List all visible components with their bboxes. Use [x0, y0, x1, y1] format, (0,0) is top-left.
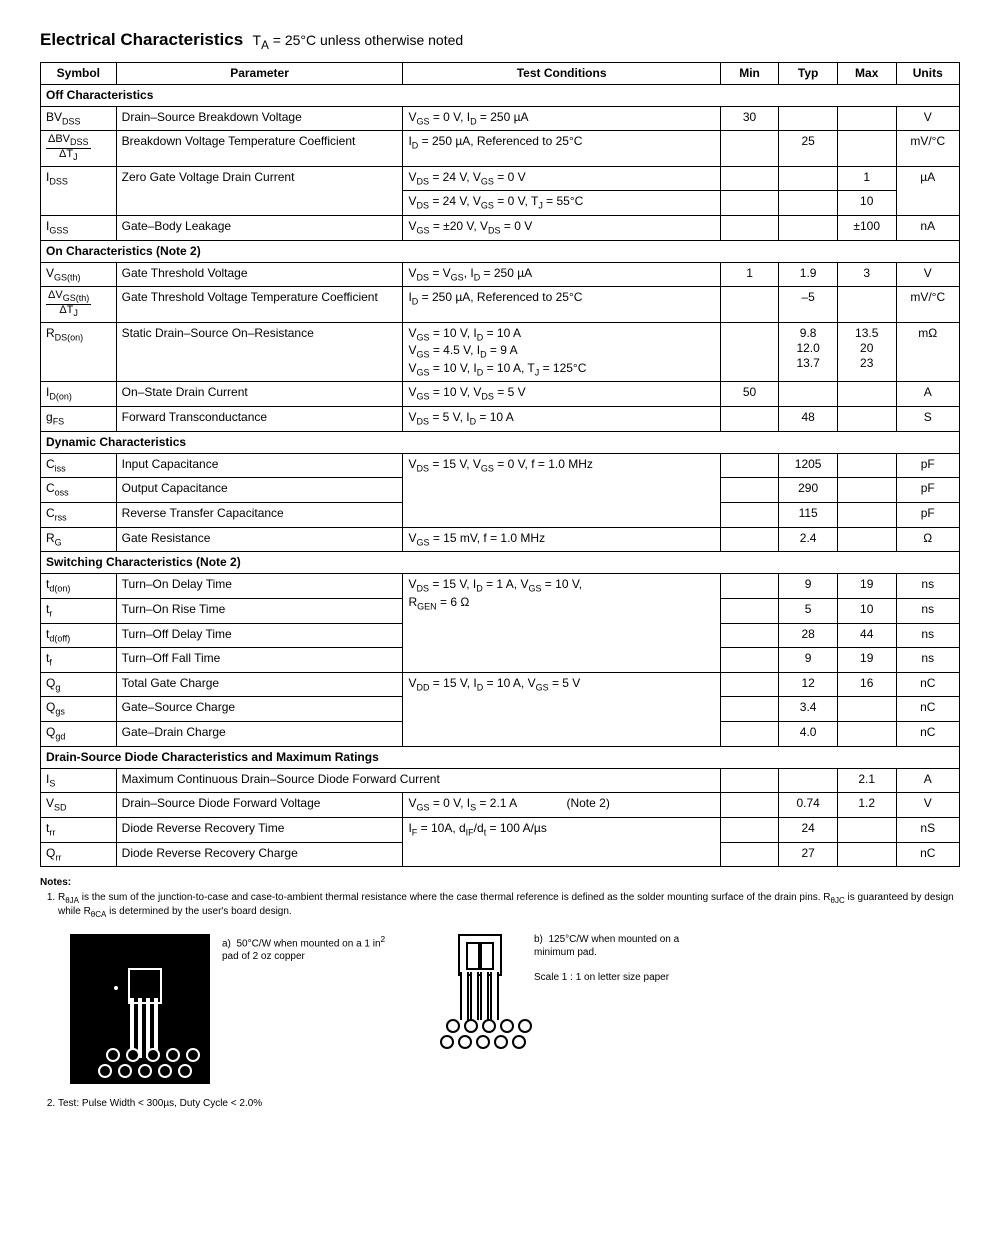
table-row: IGSSGate–Body LeakageVGS = ±20 V, VDS = …	[41, 215, 960, 240]
section-row: Switching Characteristics (Note 2)	[41, 552, 960, 574]
note-2: Test: Pulse Width < 300µs, Duty Cycle < …	[58, 1098, 960, 1111]
table-row: ID(on)On–State Drain CurrentVGS = 10 V, …	[41, 382, 960, 407]
table-row: gFSForward TransconductanceVDS = 5 V, ID…	[41, 407, 960, 432]
table-row: trrDiode Reverse Recovery TimeIF = 10A, …	[41, 818, 960, 843]
note-1: RθJA is the sum of the junction-to-case …	[58, 892, 960, 920]
section-row: Drain-Source Diode Characteristics and M…	[41, 746, 960, 768]
th-units: Units	[896, 62, 960, 84]
section-row: Dynamic Characteristics	[41, 431, 960, 453]
table-row: IDSSZero Gate Voltage Drain CurrentVDS =…	[41, 166, 960, 191]
electrical-characteristics-table: Symbol Parameter Test Conditions Min Typ…	[40, 62, 960, 868]
table-row: td(on)Turn–On Delay TimeVDS = 15 V, ID =…	[41, 574, 960, 599]
section-row: On Characteristics (Note 2)	[41, 240, 960, 262]
table-row: VGS(th)Gate Threshold VoltageVDS = VGS, …	[41, 262, 960, 287]
th-parameter: Parameter	[116, 62, 403, 84]
table-row: RGGate ResistanceVGS = 15 mV, f = 1.0 MH…	[41, 527, 960, 552]
footprint-a-caption: a) 50°C/W when mounted on a 1 in2 pad of…	[222, 934, 392, 963]
table-row: BVDSSDrain–Source Breakdown VoltageVGS =…	[41, 106, 960, 131]
th-symbol: Symbol	[41, 62, 117, 84]
table-header: Symbol Parameter Test Conditions Min Typ…	[41, 62, 960, 84]
th-typ: Typ	[779, 62, 838, 84]
table-row: QgTotal Gate ChargeVDD = 15 V, ID = 10 A…	[41, 672, 960, 697]
notes-list: RθJA is the sum of the junction-to-case …	[40, 892, 960, 920]
footprint-a-icon	[70, 934, 210, 1084]
note-2-line: Test: Pulse Width < 300µs, Duty Cycle < …	[40, 1098, 960, 1111]
footprint-b-caption: b) 125°C/W when mounted on a minimum pad…	[534, 934, 704, 984]
title-condition: TA = 25°C unless otherwise noted	[253, 32, 464, 48]
table-row: ΔVGS(th)ΔTJGate Threshold Voltage Temper…	[41, 287, 960, 322]
footprint-figures: a) 50°C/W when mounted on a 1 in2 pad of…	[70, 934, 960, 1084]
table-row: RDS(on)Static Drain–Source On–Resistance…	[41, 322, 960, 382]
page-title: Electrical Characteristics	[40, 30, 243, 49]
th-conditions: Test Conditions	[403, 62, 720, 84]
section-row: Off Characteristics	[41, 84, 960, 106]
notes-section: Notes: RθJA is the sum of the junction-t…	[40, 877, 960, 920]
notes-header: Notes:	[40, 877, 960, 888]
th-max: Max	[837, 62, 896, 84]
footprint-b-icon	[432, 934, 522, 1049]
table-row: CissInput CapacitanceVDS = 15 V, VGS = 0…	[41, 453, 960, 478]
table-row: ΔBVDSSΔTJBreakdown Voltage Temperature C…	[41, 131, 960, 166]
th-min: Min	[720, 62, 779, 84]
table-row: VSDDrain–Source Diode Forward VoltageVGS…	[41, 793, 960, 818]
table-row: ISMaximum Continuous Drain–Source Diode …	[41, 768, 960, 793]
table-body: Off CharacteristicsBVDSSDrain–Source Bre…	[41, 84, 960, 867]
